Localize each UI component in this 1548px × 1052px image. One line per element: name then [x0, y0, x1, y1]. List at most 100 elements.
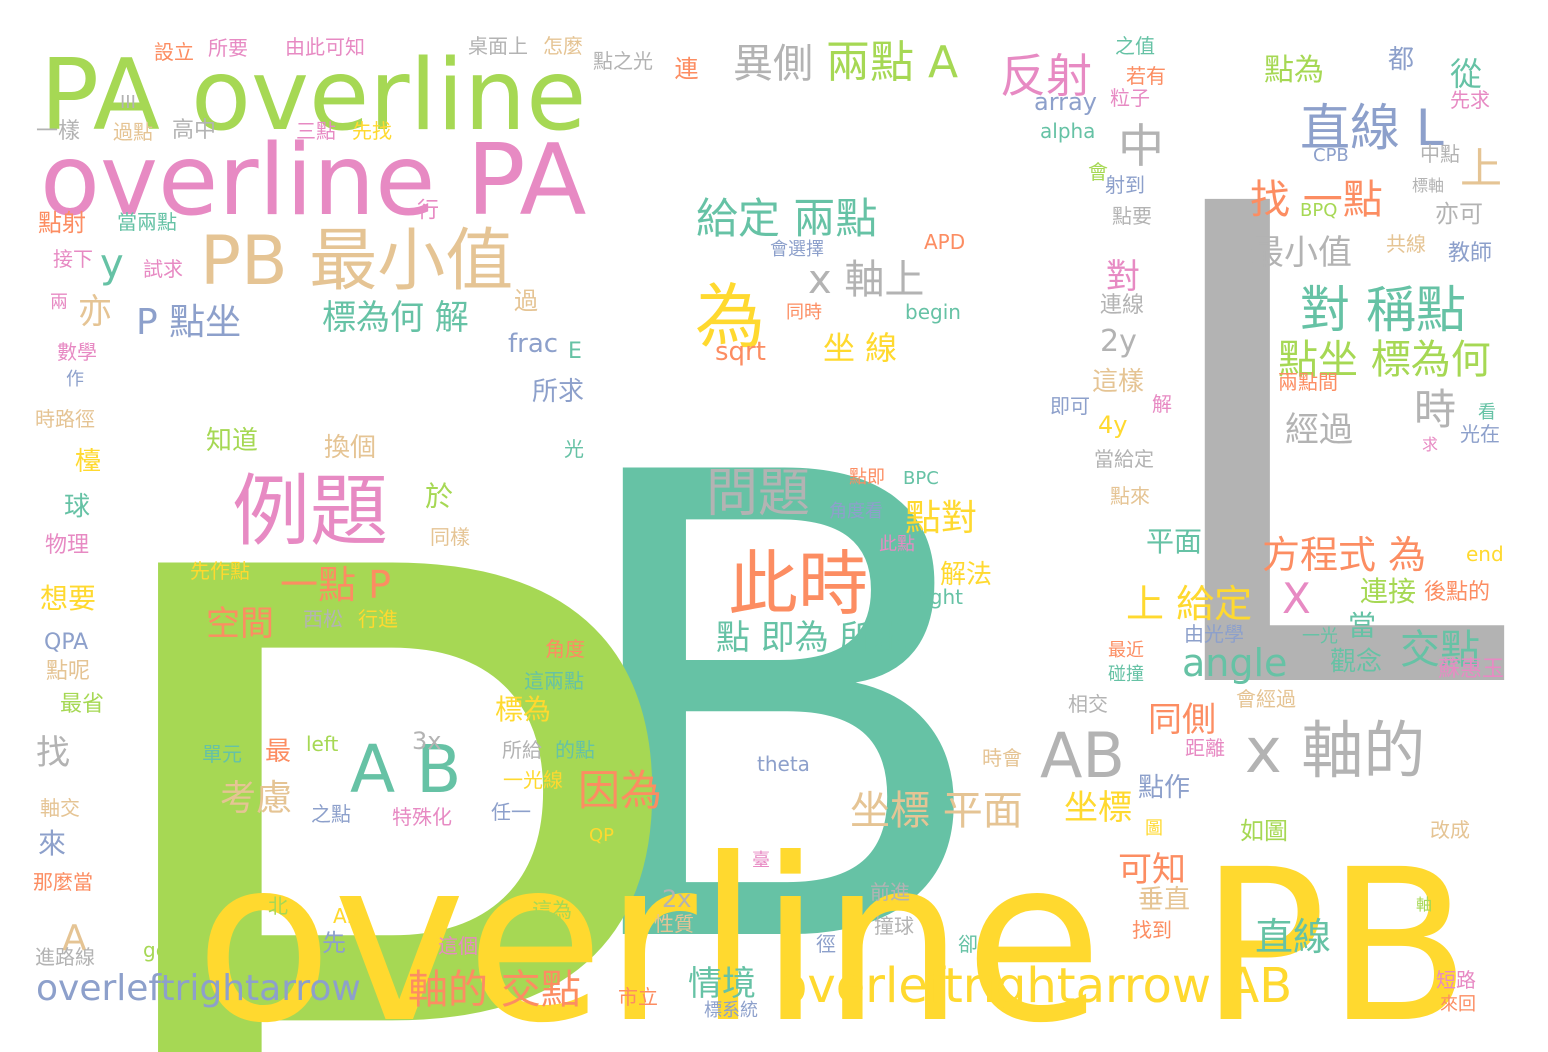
cloud-word: 數學 — [57, 340, 97, 364]
cloud-word: 連線 — [1100, 293, 1145, 319]
cloud-word: 求 — [1422, 435, 1439, 455]
cloud-word: 此時 — [728, 543, 868, 625]
cloud-word: 給定 兩點 — [696, 194, 878, 244]
cloud-word: 因為 — [578, 766, 663, 816]
cloud-word: III — [120, 91, 136, 113]
cloud-word: 過點 — [113, 120, 153, 144]
cloud-word: 點 即為 所求 — [716, 617, 908, 658]
cloud-word: 2x — [662, 884, 692, 913]
cloud-word: AB — [1040, 719, 1125, 793]
cloud-word: 點呢 — [46, 659, 91, 685]
cloud-word: 共線 — [1386, 232, 1426, 256]
cloud-word: 作 — [66, 368, 84, 390]
cloud-word: 情境 — [688, 963, 756, 1004]
cloud-word: 當兩點 — [117, 210, 177, 234]
cloud-word: 最省 — [60, 692, 105, 718]
cloud-word: 垂直 — [1138, 885, 1191, 916]
cloud-word: 問題 — [706, 464, 811, 525]
cloud-word: 前進 — [870, 880, 910, 904]
cloud-word: BPC — [903, 467, 939, 489]
cloud-word: 軸 — [1416, 895, 1433, 915]
cloud-word: 當給定 — [1094, 447, 1154, 471]
cloud-word: P — [55, 353, 689, 1052]
cloud-word: 最 — [265, 737, 292, 768]
cloud-word: 點射 — [38, 208, 86, 237]
cloud-word: 碰撞 — [1108, 663, 1144, 685]
cloud-word: 若有 — [1126, 64, 1166, 88]
cloud-word: 點作 — [1138, 773, 1191, 804]
cloud-word: 平面 — [1146, 524, 1203, 558]
cloud-word: L — [1140, 67, 1508, 836]
cloud-word: 對 稱點 — [1300, 281, 1466, 339]
cloud-word: 經過 — [1285, 409, 1353, 450]
cloud-word: AP — [333, 904, 359, 928]
cloud-word: 點即 — [849, 466, 885, 488]
cloud-word: 一光線 — [503, 768, 563, 792]
cloud-word: 反射 — [1000, 49, 1092, 104]
cloud-word: x 軸的 — [1245, 714, 1426, 788]
cloud-word: 時 — [1414, 385, 1457, 435]
cloud-word: overline — [195, 811, 1103, 1052]
cloud-word: PB — [1200, 824, 1471, 1052]
cloud-word: 可知 — [1118, 849, 1186, 890]
cloud-word: 距離 — [1185, 736, 1225, 760]
cloud-word: 看 — [1478, 401, 1496, 423]
cloud-word: frac — [508, 329, 559, 360]
cloud-word: 同樣 — [430, 525, 470, 549]
cloud-word: 這樣 — [1092, 367, 1145, 398]
cloud-word: 軸交 — [40, 796, 80, 820]
cloud-word: QPA — [44, 630, 89, 656]
cloud-word: 教師 — [1448, 241, 1493, 267]
cloud-word: x 軸上 — [808, 257, 925, 303]
cloud-word: APD — [924, 230, 966, 254]
cloud-word: 點之光 — [593, 49, 653, 73]
cloud-word: QP — [589, 824, 615, 846]
cloud-word: 換個 — [324, 433, 377, 464]
cloud-word: 解 — [1152, 392, 1172, 416]
cloud-word: 都 — [1388, 45, 1415, 76]
cloud-word: 西松 — [303, 607, 343, 631]
cloud-word: 三點 — [296, 119, 336, 143]
cloud-word: 3x — [412, 726, 442, 755]
cloud-word: 一樣 — [36, 119, 81, 145]
cloud-word: 會 — [1088, 160, 1108, 184]
cloud-word: 來 — [38, 826, 67, 860]
cloud-word: 市立 — [618, 985, 658, 1009]
cloud-word: 坐標 平面 — [850, 788, 1023, 834]
cloud-word: 那麼當 — [33, 870, 93, 894]
cloud-word: 如圖 — [1240, 816, 1288, 845]
cloud-word: 先 — [322, 928, 346, 957]
cloud-word: 光 — [564, 437, 584, 461]
cloud-word: y — [100, 241, 124, 287]
cloud-word: 考慮 — [220, 778, 293, 820]
cloud-word: 即可 — [1050, 394, 1090, 418]
cloud-word: 桌面上 — [468, 34, 528, 58]
cloud-word: 空間 — [206, 603, 274, 644]
cloud-word: 時路徑 — [35, 407, 95, 431]
cloud-word: 想要 — [40, 581, 97, 615]
cloud-word: 角度 — [545, 637, 585, 661]
cloud-word: 怎麼 — [543, 34, 583, 58]
cloud-word: 標系統 — [704, 999, 758, 1021]
cloud-word: right — [916, 585, 963, 609]
cloud-word: 圖 — [1145, 817, 1163, 839]
cloud-word: angle — [1182, 640, 1288, 685]
cloud-word: 標軸 — [1412, 176, 1445, 196]
cloud-word: 最小值 — [1250, 232, 1352, 273]
cloud-word: 試求 — [143, 257, 183, 281]
cloud-word: 點來 — [1110, 484, 1150, 508]
cloud-word: X — [1282, 574, 1311, 624]
cloud-word: CPB — [1313, 144, 1349, 166]
cloud-word: 坐 線 — [823, 329, 898, 368]
cloud-word: 短路 — [1436, 968, 1476, 992]
cloud-word: BPQ — [1300, 199, 1338, 221]
cloud-word: 標為 — [495, 692, 552, 726]
cloud-word: 交點 — [1400, 627, 1480, 673]
cloud-word: 過 — [514, 286, 538, 315]
cloud-word: 物理 — [45, 533, 90, 559]
cloud-word: 對 — [1106, 256, 1140, 297]
cloud-word: 行進 — [358, 607, 398, 631]
cloud-word: 這個 — [438, 934, 478, 958]
cloud-word: ge — [143, 938, 168, 962]
cloud-word: 接下 — [53, 247, 93, 271]
